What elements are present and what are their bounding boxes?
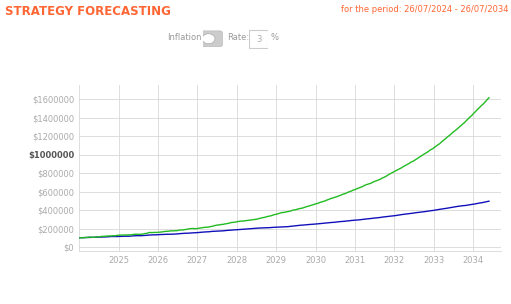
Text: STRATEGY FORECASTING: STRATEGY FORECASTING xyxy=(5,5,171,18)
Text: %: % xyxy=(270,33,278,43)
Circle shape xyxy=(202,34,215,44)
FancyBboxPatch shape xyxy=(201,31,222,47)
Text: 3: 3 xyxy=(256,35,261,44)
FancyBboxPatch shape xyxy=(249,30,268,48)
Text: Inflation: Inflation xyxy=(167,33,202,43)
Text: Rate:: Rate: xyxy=(227,33,249,43)
Text: for the period: 26/07/2024 - 26/07/2034: for the period: 26/07/2024 - 26/07/2034 xyxy=(341,5,508,14)
